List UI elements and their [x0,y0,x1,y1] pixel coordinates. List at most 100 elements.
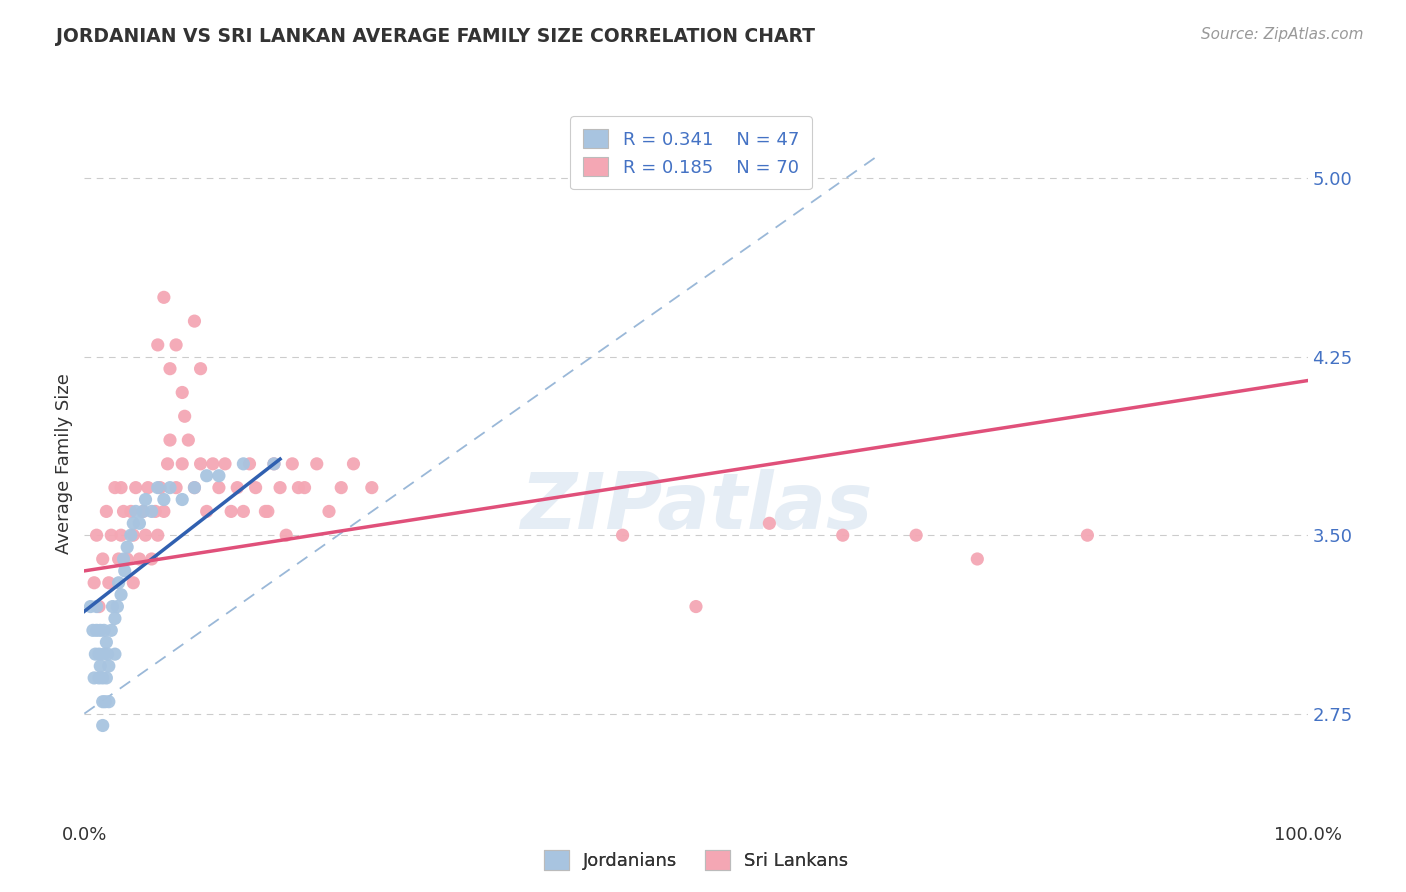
Point [226,481,249,495]
Point [1076,528,1098,542]
Point [190,361,212,376]
Point [232,457,254,471]
Point [97,695,120,709]
Point [128,552,150,566]
Point [195,504,218,518]
Point [208,481,231,495]
Point [84,647,107,661]
Point [89,624,111,638]
Point [831,528,853,542]
Point [110,588,132,602]
Point [149,481,172,495]
Point [125,504,148,518]
Point [96,635,118,649]
Text: Source: ZipAtlas.com: Source: ZipAtlas.com [1201,27,1364,42]
Point [146,338,169,352]
Point [330,481,353,495]
Point [177,433,200,447]
Point [100,528,122,542]
Point [105,599,128,614]
Point [238,457,260,471]
Point [281,457,304,471]
Point [173,409,195,424]
Point [201,457,224,471]
Point [685,599,707,614]
Text: JORDANIAN VS SRI LANKAN AVERAGE FAMILY SIZE CORRELATION CHART: JORDANIAN VS SRI LANKAN AVERAGE FAMILY S… [56,27,815,45]
Point [107,552,129,566]
Point [269,481,291,495]
Point [83,671,105,685]
Point [190,457,212,471]
Point [208,468,231,483]
Point [125,481,148,495]
Point [146,481,169,495]
Point [219,504,242,518]
Point [104,481,127,495]
Point [82,624,104,638]
Point [214,457,236,471]
Legend: Jordanians, Sri Lankans: Jordanians, Sri Lankans [531,838,860,883]
Point [165,481,187,495]
Point [91,718,114,732]
Point [294,481,316,495]
Point [758,516,780,531]
Point [172,385,194,400]
Point [153,290,176,304]
Point [263,457,285,471]
Point [97,575,120,590]
Point [360,481,382,495]
Point [93,647,115,661]
Point [87,647,110,661]
Point [122,528,145,542]
Point [612,528,634,542]
Point [132,504,155,518]
Point [96,504,118,518]
Point [79,599,101,614]
Point [342,457,364,471]
Point [263,457,285,471]
Point [232,504,254,518]
Point [104,647,127,661]
Point [153,504,176,518]
Point [136,481,159,495]
Point [86,624,108,638]
Point [135,492,157,507]
Point [141,552,163,566]
Point [122,516,145,531]
Point [905,528,928,542]
Point [91,671,114,685]
Point [159,481,181,495]
Point [165,338,187,352]
Point [159,361,181,376]
Point [112,504,135,518]
Point [91,695,114,709]
Point [104,611,127,625]
Point [305,457,328,471]
Point [159,433,181,447]
Point [87,599,110,614]
Text: ZIPatlas: ZIPatlas [520,468,872,545]
Point [97,659,120,673]
Point [172,492,194,507]
Point [245,481,267,495]
Point [172,457,194,471]
Point [287,481,309,495]
Point [91,552,114,566]
Point [132,504,155,518]
Point [97,647,120,661]
Point [257,504,280,518]
Point [100,624,122,638]
Point [156,457,179,471]
Y-axis label: Average Family Size: Average Family Size [55,374,73,554]
Point [122,575,145,590]
Point [146,528,169,542]
Point [153,492,176,507]
Point [83,575,105,590]
Point [195,468,218,483]
Point [254,504,277,518]
Point [143,504,166,518]
Point [110,528,132,542]
Point [115,540,138,554]
Point [276,528,298,542]
Point [183,481,205,495]
